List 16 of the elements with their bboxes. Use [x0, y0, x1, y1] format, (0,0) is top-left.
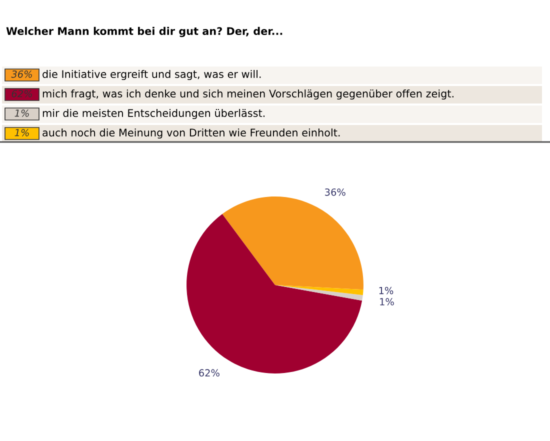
data-label: 1%: [380, 298, 394, 306]
pie-slice: [222, 196, 364, 290]
legend-label: mich fragt, was ich denke und sich meinen Vorschlägen gegenüber offen zeigt.: [42, 89, 454, 100]
text: 62%: [12, 90, 32, 98]
legend-label: mir die meisten Entscheidungen überlässt.: [42, 108, 265, 120]
text: 1%: [14, 109, 29, 117]
data-label: 62%: [199, 369, 220, 377]
pie-slice: [275, 285, 363, 301]
chart-title: Welcher Mann kommt bei dir gut an? Der, der...: [6, 26, 282, 38]
data-label: 1%: [379, 286, 394, 294]
legend-label: auch noch die Meinung von Dritten wie Freunden einholt.: [42, 128, 340, 139]
text: 1%: [14, 128, 29, 136]
text: 36%: [11, 70, 32, 78]
pie-slice: [275, 285, 364, 296]
legend-label: die Initiative ergreift und sagt, was er will.: [42, 70, 261, 80]
data-label: 36%: [325, 188, 346, 196]
